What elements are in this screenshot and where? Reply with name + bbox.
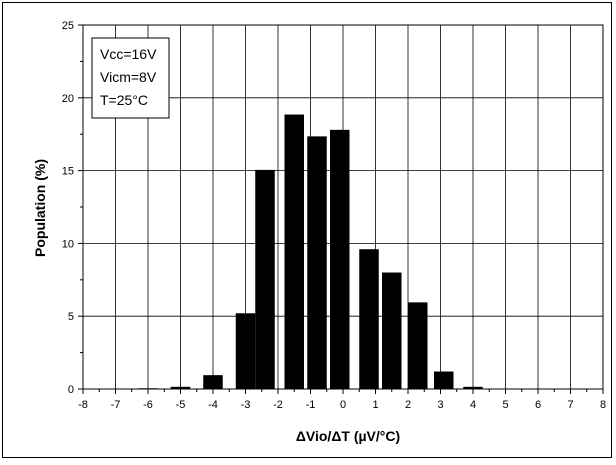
histogram-bar xyxy=(434,371,454,389)
annotation-line-3: T=25°C xyxy=(100,92,148,108)
y-axis-label: Population (%) xyxy=(32,159,48,257)
histogram-bar xyxy=(203,375,223,389)
x-tick-label: -8 xyxy=(78,399,88,411)
bars xyxy=(138,114,483,390)
chart-frame: -8 -7 -6 -5 -4 -3 -2 -1 0 1 2 3 4 5 6 7 8 0 5 10 15 20 25 Vcc… xyxy=(2,2,612,458)
y-tick-label: 0 xyxy=(68,384,74,396)
histogram-bar xyxy=(170,386,191,389)
y-tick-label: 10 xyxy=(62,238,74,250)
x-tick-label: -7 xyxy=(111,399,121,411)
x-tick-label: 6 xyxy=(535,399,541,411)
histogram-bar xyxy=(330,129,350,389)
annotation-box: Vcc=16V Vicm=8V T=25°C xyxy=(91,37,170,119)
y-tick-label: 20 xyxy=(62,93,74,105)
x-tick-label: -3 xyxy=(241,399,251,411)
x-tick-label: -6 xyxy=(143,399,153,411)
x-tick-label: 0 xyxy=(340,399,346,411)
histogram-bar xyxy=(382,272,402,389)
x-tick-label: -4 xyxy=(208,399,218,411)
x-tick-label: 5 xyxy=(502,399,508,411)
y-tick-labels: 0 5 10 15 20 25 xyxy=(62,20,74,396)
y-tick-label: 15 xyxy=(62,166,74,178)
y-tick-label: 5 xyxy=(68,311,74,323)
histogram-bar xyxy=(255,169,275,389)
x-tick-label: 1 xyxy=(372,399,378,411)
histogram-bar xyxy=(359,249,379,389)
x-tick-label: -5 xyxy=(176,399,186,411)
histogram-bar xyxy=(307,136,327,389)
histogram-bar xyxy=(284,114,304,389)
tick-marks xyxy=(78,24,604,394)
x-tick-label: 4 xyxy=(470,399,476,411)
y-tick-label: 25 xyxy=(62,20,74,32)
histogram-bar xyxy=(235,313,256,389)
x-tick-label: 2 xyxy=(405,399,411,411)
histogram-bar xyxy=(408,302,428,389)
histogram-bar xyxy=(463,386,483,389)
x-tick-labels: -8 -7 -6 -5 -4 -3 -2 -1 0 1 2 3 4 5 6 7 8 xyxy=(78,399,606,411)
x-axis-label: ΔVio/ΔT (µV/°C) xyxy=(296,428,400,444)
x-tick-label: 7 xyxy=(567,399,573,411)
annotation-line-1: Vcc=16V xyxy=(100,46,157,62)
x-tick-label: 3 xyxy=(437,399,443,411)
population-histogram: -8 -7 -6 -5 -4 -3 -2 -1 0 1 2 3 4 5 6 7 8 0 5 10 15 20 25 Vcc… xyxy=(32,20,606,444)
x-tick-label: -1 xyxy=(306,399,316,411)
annotation-line-2: Vicm=8V xyxy=(100,69,157,85)
x-tick-label: 8 xyxy=(600,399,606,411)
x-tick-label: -2 xyxy=(273,399,283,411)
